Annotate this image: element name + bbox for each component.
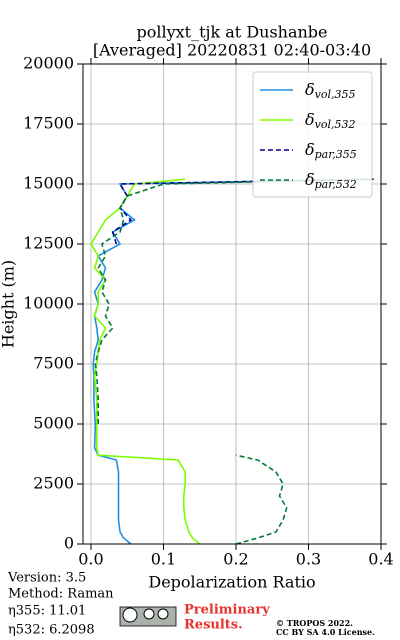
chart-subtitle: [Averaged] 20220831 02:40-03:40 [93,41,371,60]
x-tick-label: 0.0 [78,550,103,569]
series-line [90,178,201,544]
eta532: η532: 6.2098 [8,623,95,638]
legend-symbol: δ [305,110,315,129]
y-tick-label: 15000 [23,174,74,193]
legend-label: δpar,532 [305,170,357,192]
x-tick-label: 0.4 [368,550,393,569]
eta355: η355: 11.01 [8,604,86,619]
y-tick-label: 17500 [23,114,74,133]
x-tick-label: 0.2 [223,550,248,569]
y-tick-label: 20000 [23,54,74,73]
y-tick-label: 12500 [23,234,74,253]
legend-box [252,71,373,198]
y-tick-label: 2500 [33,474,74,493]
y-tick-label: 7500 [33,354,74,373]
y-tick-label: 10000 [23,294,74,313]
legend-subscript: par,355 [315,148,357,161]
x-tick-label: 0.1 [151,550,176,569]
y-tick-label: 5000 [33,414,74,433]
legend-symbol: δ [305,140,315,159]
copyright: © TROPOS 2022. [276,618,353,628]
chart-title: pollyxt_tjk at Dushanbe [136,23,327,42]
legend-label: δvol,532 [305,110,356,132]
series-line [92,178,374,544]
y-tick-label: 0 [64,534,74,553]
series-line [94,178,374,544]
license: CC BY SA 4.0 License. [276,627,375,637]
y-axis-label: Height (m) [0,260,18,348]
legend-symbol: δ [305,170,315,189]
legend-subscript: par,532 [315,178,357,191]
legend-label: δvol,355 [305,80,356,102]
preliminary: Preliminary [184,603,270,618]
cc-logo [119,606,177,627]
preliminary: Results. [184,618,243,633]
legend-subscript: vol,355 [315,88,356,101]
method: Method: Raman [8,587,114,602]
x-axis-label: Depolarization Ratio [148,573,315,592]
legend-symbol: δ [305,80,315,99]
x-tick-label: 0.3 [296,550,321,569]
legend-label: δpar,355 [305,140,357,162]
legend-subscript: vol,532 [315,118,356,131]
version: Version: 3.5 [7,571,86,586]
